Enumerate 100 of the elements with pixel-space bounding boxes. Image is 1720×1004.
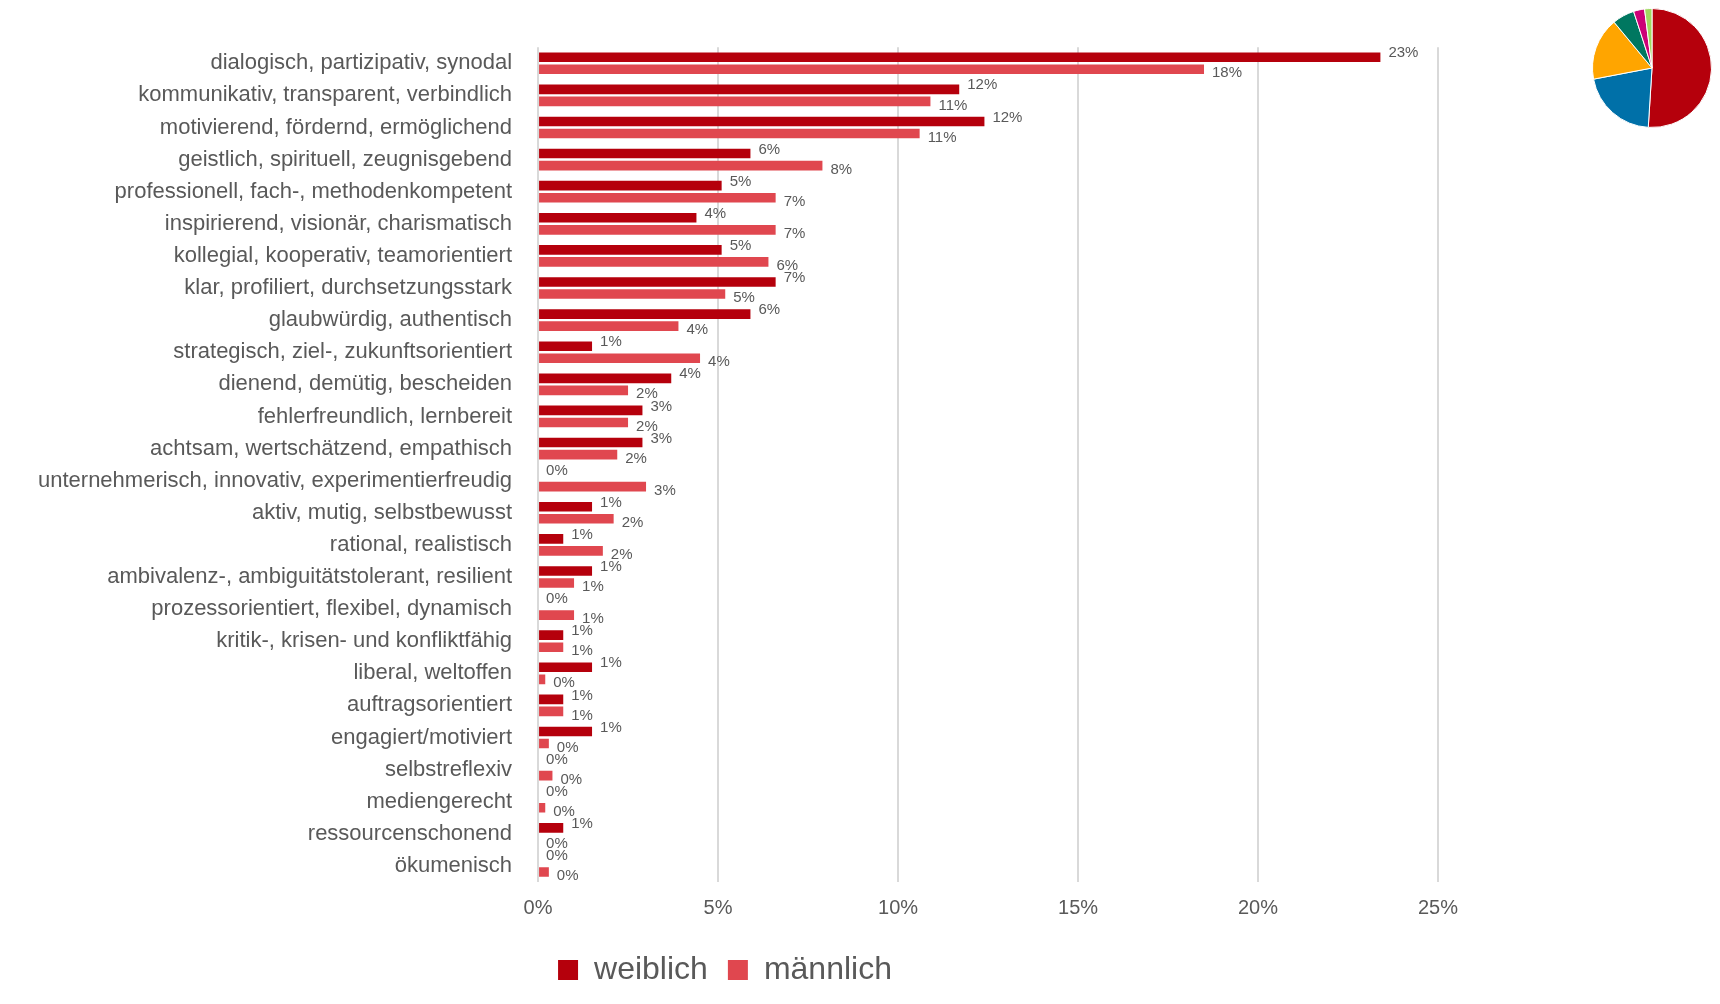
y-tick-label: klar, profiliert, durchsetzungsstark [184,274,514,300]
bar [539,449,618,460]
data-label: 1% [600,332,622,350]
bar [539,64,1205,75]
bar [539,578,575,588]
y-tick-label: dienend, demütig, bescheiden [218,370,513,396]
bar [539,289,726,299]
y-tick-label: rational, realistisch [329,530,513,556]
bar [539,501,593,512]
bar [539,373,672,384]
bar [539,513,614,524]
bar [539,437,643,448]
bar [539,148,751,159]
bar [539,610,575,620]
bar [539,726,593,737]
bar [539,534,564,544]
y-tick-label: ökumenisch [394,852,513,878]
data-label: 6% [758,300,781,318]
data-label: 1% [600,717,622,735]
bar [539,277,776,287]
data-label: 1% [582,577,604,595]
x-tick-label: 10% [878,895,919,918]
data-label: 0% [553,801,575,819]
bar [539,385,629,396]
data-label: 4% [679,364,701,382]
y-tick-label: strategisch, ziel-, zukunftsorientiert [173,338,513,364]
bar [539,84,960,95]
data-label: 0% [556,866,579,884]
bar [539,341,593,352]
bar [539,212,697,223]
y-tick-label: inspirierend, visionär, charismatisch [164,209,513,235]
x-tick-label: 20% [1237,895,1279,918]
y-tick-label: prozessorientiert, flexibel, dynamisch [151,595,513,621]
bar [539,694,564,705]
bar [539,566,593,576]
bar [539,116,985,127]
data-label: 4% [686,320,709,338]
bar [539,309,751,319]
y-tick-label: achtsam, wertschätzend, empathisch [150,434,513,460]
bar [539,867,549,877]
data-label: 11% [927,127,957,145]
bar [539,662,593,673]
y-tick-label: ressourcenschonend [307,819,513,845]
bar [539,642,564,653]
data-label: 0% [546,834,568,851]
y-tick-label: kommunikativ, transparent, verbindlich [138,81,513,107]
bar [539,52,1381,63]
data-label: 5% [733,288,755,306]
bar [539,630,564,640]
data-label: 1% [571,641,593,659]
y-tick-label: unternehmerisch, innovativ, experimentierfreudig [37,466,513,492]
bar [539,257,769,267]
data-label: 7% [783,223,806,241]
y-tick-label: fehlerfreundlich, lernbereit [257,402,513,428]
bar [539,245,722,255]
x-tick-label: 5% [703,895,733,918]
x-tick-label: 0% [523,895,553,918]
data-label: 3% [654,480,676,498]
y-tick-label: selbstreflexiv [384,755,513,781]
y-tick-label: motivierend, fördernd, ermöglichend [159,113,513,139]
bar [539,770,553,781]
bar [539,706,564,717]
data-label: 11% [938,95,968,113]
y-tick-label: geistlich, spirituell, zeugnisgebend [178,145,513,171]
data-label: 4% [708,352,730,370]
data-label: 6% [758,139,781,157]
bar [539,192,776,203]
data-label: 7% [783,191,806,209]
data-label: 1% [600,653,622,671]
data-label: 1% [571,524,593,542]
data-label: 5% [729,236,752,254]
bar [539,160,823,171]
legend-label: weiblich [593,949,708,986]
bar [539,96,931,107]
y-tick-label: professionell, fach-, methodenkompetent [114,177,513,203]
bar [539,738,549,749]
x-tick-label: 25% [1417,895,1459,918]
legend-label: männlich [763,949,892,986]
data-label: 2% [621,512,644,530]
y-tick-label: mediengerecht [366,787,513,813]
y-tick-label: glaubwürdig, authentisch [268,306,513,332]
y-tick-label: engagiert/motiviert [331,723,513,749]
data-label: 1% [571,705,593,723]
data-label: 4% [704,203,727,221]
y-tick-label: kritik-, krisen- und konfliktfähig [216,627,513,653]
bar [539,417,629,428]
bar [539,823,564,833]
y-tick-label: kollegial, kooperativ, teamorientiert [173,241,513,267]
data-label: 8% [830,159,853,177]
y-tick-label: dialogisch, partizipativ, synodal [210,49,513,75]
bar [539,481,647,492]
data-label: 5% [729,171,752,189]
y-tick-label: liberal, weltoffen [353,659,513,685]
bar [539,674,546,685]
data-label: 23% [1388,43,1419,61]
data-label: 2% [636,384,658,402]
bar [539,546,603,556]
bar [539,405,643,416]
data-label: 0% [553,673,575,691]
data-label: 2% [625,448,647,466]
